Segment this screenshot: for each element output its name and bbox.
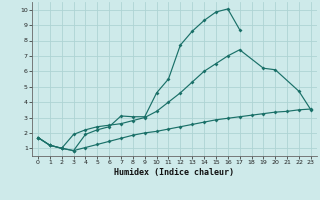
X-axis label: Humidex (Indice chaleur): Humidex (Indice chaleur) xyxy=(115,168,234,177)
